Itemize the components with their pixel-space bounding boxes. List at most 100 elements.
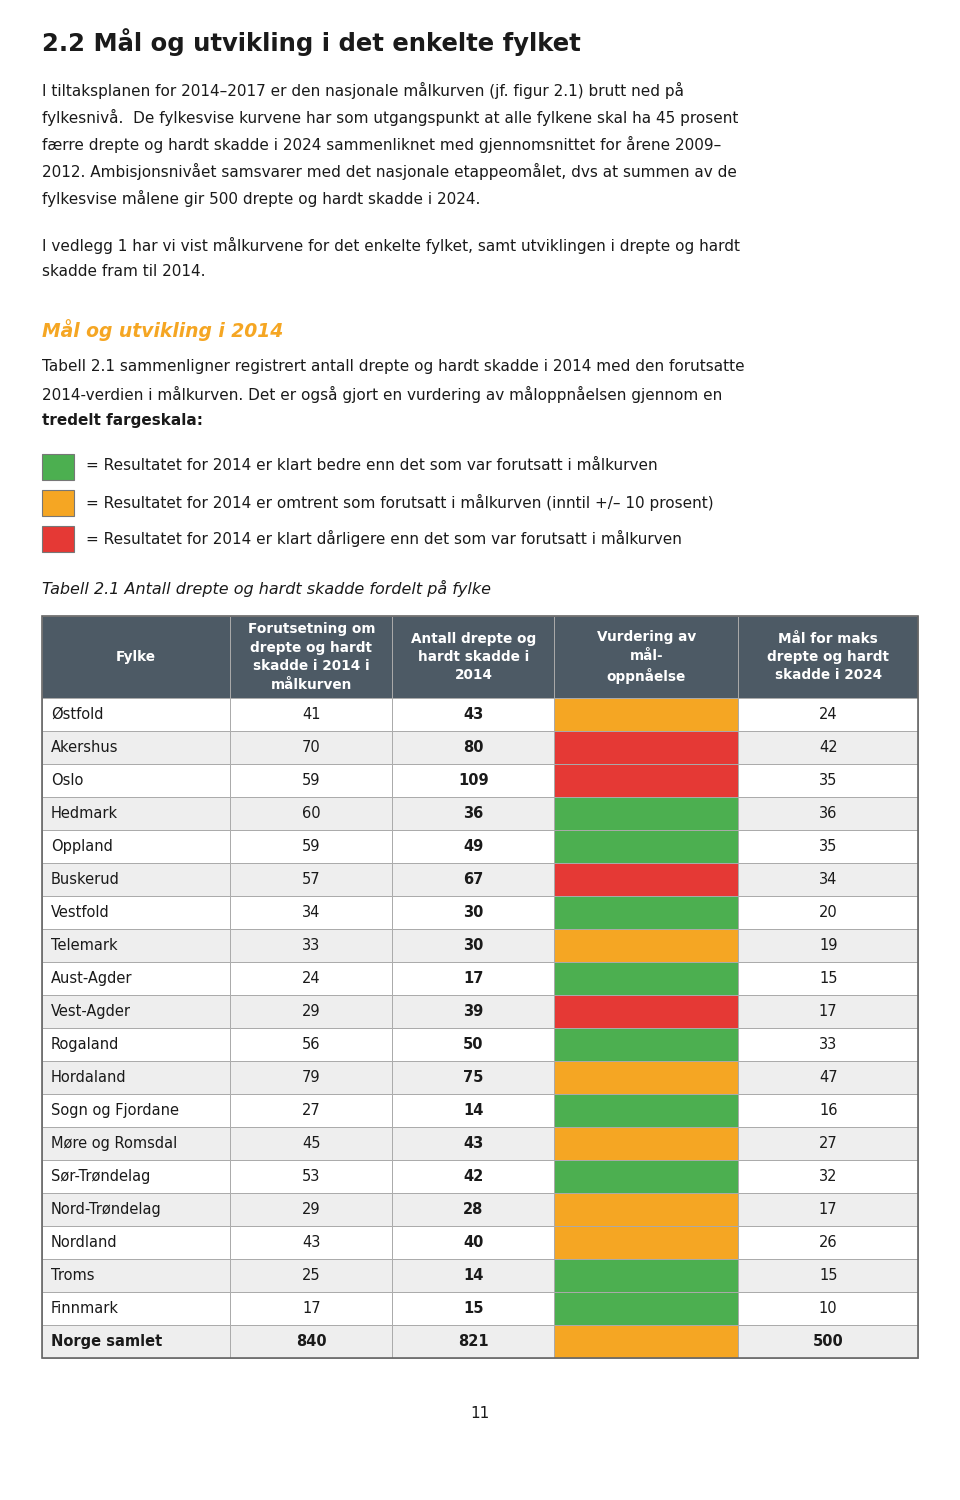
FancyBboxPatch shape: [738, 830, 918, 862]
Text: 30: 30: [464, 938, 484, 952]
Text: 27: 27: [302, 1102, 321, 1118]
FancyBboxPatch shape: [230, 1028, 393, 1060]
FancyBboxPatch shape: [738, 1160, 918, 1192]
Text: skadde fram til 2014.: skadde fram til 2014.: [42, 264, 205, 279]
FancyBboxPatch shape: [230, 1160, 393, 1192]
Text: 29: 29: [302, 1202, 321, 1216]
Text: 33: 33: [819, 1036, 837, 1052]
Text: 20: 20: [819, 904, 837, 920]
Text: Sogn og Fjordane: Sogn og Fjordane: [51, 1102, 179, 1118]
Text: = Resultatet for 2014 er klart bedre enn det som var forutsatt i målkurven: = Resultatet for 2014 er klart bedre enn…: [86, 459, 658, 474]
Text: 25: 25: [302, 1268, 321, 1282]
FancyBboxPatch shape: [738, 764, 918, 796]
FancyBboxPatch shape: [555, 1324, 738, 1358]
FancyBboxPatch shape: [42, 1126, 230, 1160]
FancyBboxPatch shape: [230, 862, 393, 895]
Text: Vest-Agder: Vest-Agder: [51, 1004, 131, 1019]
FancyBboxPatch shape: [42, 698, 230, 730]
Text: 28: 28: [464, 1202, 484, 1216]
Text: 35: 35: [819, 839, 837, 854]
FancyBboxPatch shape: [738, 994, 918, 1028]
FancyBboxPatch shape: [393, 830, 555, 862]
FancyBboxPatch shape: [42, 526, 74, 552]
Text: 42: 42: [819, 740, 837, 754]
Text: 53: 53: [302, 1168, 321, 1184]
FancyBboxPatch shape: [555, 830, 738, 862]
FancyBboxPatch shape: [555, 616, 738, 698]
FancyBboxPatch shape: [738, 896, 918, 928]
Text: fylkesvise målene gir 500 drepte og hardt skadde i 2024.: fylkesvise målene gir 500 drepte og hard…: [42, 190, 480, 207]
FancyBboxPatch shape: [738, 730, 918, 764]
FancyBboxPatch shape: [393, 1258, 555, 1292]
Text: I vedlegg 1 har vi vist målkurvene for det enkelte fylket, samt utviklingen i dr: I vedlegg 1 har vi vist målkurvene for d…: [42, 237, 740, 254]
Text: 10: 10: [819, 1300, 837, 1316]
Text: 42: 42: [464, 1168, 484, 1184]
FancyBboxPatch shape: [738, 962, 918, 994]
Text: Mål og utvikling i 2014: Mål og utvikling i 2014: [42, 320, 283, 340]
FancyBboxPatch shape: [555, 994, 738, 1028]
Text: Antall drepte og
hardt skadde i
2014: Antall drepte og hardt skadde i 2014: [411, 632, 536, 682]
Text: Norge samlet: Norge samlet: [51, 1334, 162, 1348]
Text: Sør-Trøndelag: Sør-Trøndelag: [51, 1168, 151, 1184]
Text: Oslo: Oslo: [51, 772, 84, 788]
FancyBboxPatch shape: [393, 994, 555, 1028]
Text: 36: 36: [819, 806, 837, 820]
Text: 43: 43: [302, 1234, 321, 1250]
Text: Østfold: Østfold: [51, 706, 104, 722]
Text: Telemark: Telemark: [51, 938, 118, 952]
Text: Tabell 2.1 Antall drepte og hardt skadde fordelt på fylke: Tabell 2.1 Antall drepte og hardt skadde…: [42, 580, 491, 597]
Text: 40: 40: [464, 1234, 484, 1250]
FancyBboxPatch shape: [555, 1126, 738, 1160]
Text: 79: 79: [302, 1070, 321, 1084]
FancyBboxPatch shape: [393, 1226, 555, 1258]
FancyBboxPatch shape: [42, 830, 230, 862]
Text: Troms: Troms: [51, 1268, 94, 1282]
Text: Hedmark: Hedmark: [51, 806, 118, 820]
FancyBboxPatch shape: [393, 928, 555, 962]
FancyBboxPatch shape: [738, 616, 918, 698]
Text: Tabell 2.1 sammenligner registrert antall drepte og hardt skadde i 2014 med den : Tabell 2.1 sammenligner registrert antal…: [42, 358, 745, 374]
Text: 41: 41: [302, 706, 321, 722]
Text: Aust-Agder: Aust-Agder: [51, 970, 132, 986]
Text: 2014-verdien i målkurven. Det er også gjort en vurdering av måloppnåelsen gjenno: 2014-verdien i målkurven. Det er også gj…: [42, 386, 722, 404]
FancyBboxPatch shape: [230, 1060, 393, 1094]
Text: 33: 33: [302, 938, 321, 952]
Text: 15: 15: [819, 1268, 837, 1282]
FancyBboxPatch shape: [42, 862, 230, 895]
Text: Akershus: Akershus: [51, 740, 118, 754]
Text: 17: 17: [819, 1004, 837, 1019]
FancyBboxPatch shape: [393, 862, 555, 895]
FancyBboxPatch shape: [738, 796, 918, 830]
Text: Vestfold: Vestfold: [51, 904, 109, 920]
FancyBboxPatch shape: [555, 1028, 738, 1060]
Text: 19: 19: [819, 938, 837, 952]
FancyBboxPatch shape: [555, 896, 738, 928]
FancyBboxPatch shape: [555, 796, 738, 830]
FancyBboxPatch shape: [230, 1094, 393, 1126]
Text: 29: 29: [302, 1004, 321, 1019]
Text: 34: 34: [819, 871, 837, 886]
Text: Rogaland: Rogaland: [51, 1036, 119, 1052]
Text: 840: 840: [296, 1334, 326, 1348]
FancyBboxPatch shape: [230, 796, 393, 830]
FancyBboxPatch shape: [42, 1258, 230, 1292]
Text: 80: 80: [463, 740, 484, 754]
FancyBboxPatch shape: [42, 1160, 230, 1192]
FancyBboxPatch shape: [230, 1324, 393, 1358]
Text: 75: 75: [464, 1070, 484, 1084]
Text: 67: 67: [464, 871, 484, 886]
FancyBboxPatch shape: [555, 730, 738, 764]
FancyBboxPatch shape: [230, 730, 393, 764]
Text: 15: 15: [463, 1300, 484, 1316]
Text: = Resultatet for 2014 er klart dårligere enn det som var forutsatt i målkurven: = Resultatet for 2014 er klart dårligere…: [86, 530, 682, 546]
FancyBboxPatch shape: [738, 1324, 918, 1358]
Text: 39: 39: [464, 1004, 484, 1019]
Text: 2.2 Mål og utvikling i det enkelte fylket: 2.2 Mål og utvikling i det enkelte fylke…: [42, 28, 581, 56]
FancyBboxPatch shape: [393, 1126, 555, 1160]
Text: Oppland: Oppland: [51, 839, 113, 854]
Text: 70: 70: [302, 740, 321, 754]
FancyBboxPatch shape: [42, 1292, 230, 1324]
Text: 26: 26: [819, 1234, 837, 1250]
FancyBboxPatch shape: [230, 1126, 393, 1160]
Text: 32: 32: [819, 1168, 837, 1184]
